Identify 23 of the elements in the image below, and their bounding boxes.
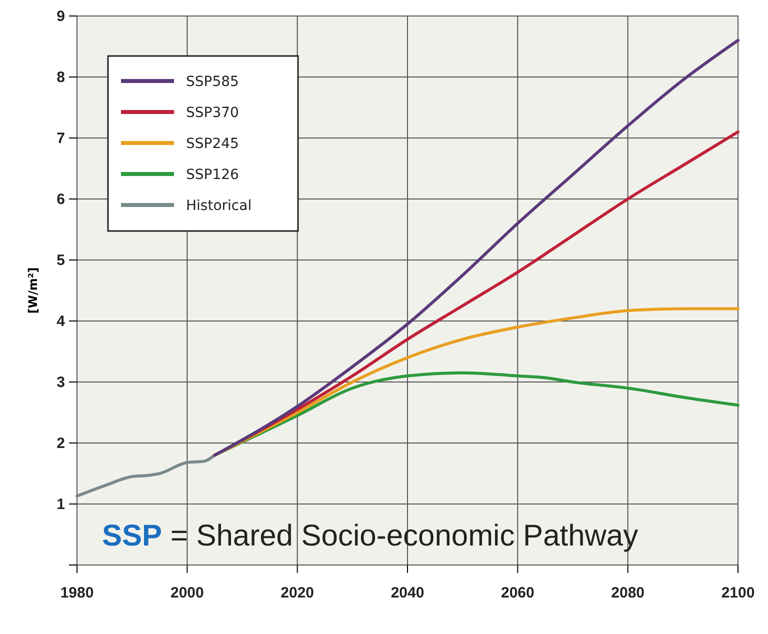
y-axis-title: [W/m²] (26, 267, 40, 314)
legend-label: SSP585 (186, 74, 239, 90)
x-tick-label: 2020 (280, 584, 314, 602)
y-tick-label: 7 (56, 130, 65, 147)
x-tick-label: 2080 (611, 584, 645, 602)
legend-label: SSP245 (186, 136, 239, 152)
y-tick-label: 2 (56, 434, 65, 452)
y-tick-label: 8 (56, 68, 65, 86)
y-tick-label: 4 (56, 312, 66, 330)
x-tick-label: 2040 (390, 584, 424, 602)
y-tick-label: 6 (56, 190, 65, 208)
legend-label: Historical (186, 198, 252, 214)
legend-label: SSP126 (186, 167, 240, 183)
x-tick-label: 2060 (500, 584, 534, 602)
x-tick-label: 1980 (60, 584, 94, 602)
y-tick-label: 3 (56, 374, 65, 391)
y-tick-label: 1 (56, 496, 65, 513)
x-tick-label: 2100 (721, 584, 755, 602)
legend-label: SSP370 (186, 105, 239, 121)
x-tick-label: 2000 (170, 584, 204, 602)
y-tick-label: 9 (56, 8, 65, 25)
y-tick-label: 5 (56, 252, 65, 269)
line-series (76, 454, 216, 498)
